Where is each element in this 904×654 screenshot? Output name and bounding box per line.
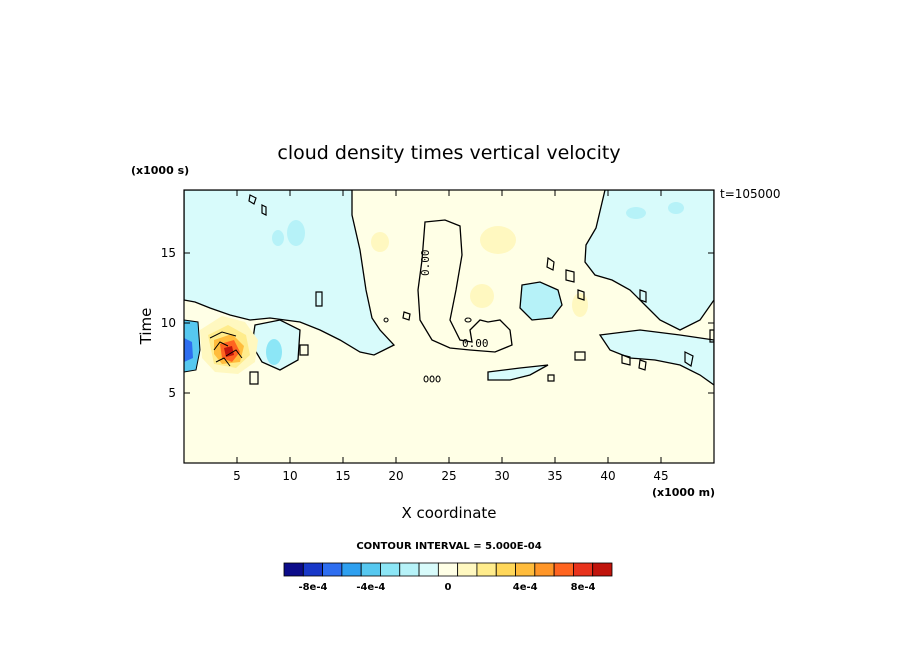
y-axis: 5 10 15 (161, 246, 714, 400)
colorbar-swatch (322, 562, 343, 577)
colorbar-swatch (399, 562, 420, 577)
negative-region-middle (519, 281, 563, 321)
colorbar-swatch (418, 562, 439, 577)
x-tick-label: 40 (600, 469, 615, 483)
faint-patch-2 (272, 230, 284, 246)
colorbar: -8e-4 -4e-4 0 4e-4 8e-4 (283, 562, 613, 593)
colorbar-label: -4e-4 (356, 582, 385, 593)
colorbar-label: 4e-4 (513, 582, 538, 593)
x-axis-label: X coordinate (401, 504, 496, 522)
colorbar-swatch (283, 562, 304, 577)
x-unit-label: (x1000 m) (652, 486, 715, 499)
x-tick-label: 30 (494, 469, 509, 483)
y-unit-label: (x1000 s) (131, 164, 189, 177)
colorbar-swatch (592, 562, 613, 577)
updraft-contours (209, 331, 243, 367)
zero-contour-center (417, 219, 513, 353)
faint-patch-5 (266, 339, 282, 365)
faint-yellow-4 (572, 293, 588, 317)
y-tick-label: 10 (161, 316, 176, 330)
x-tick-label: 25 (441, 469, 456, 483)
colorbar-swatch (476, 562, 497, 577)
colorbar-label: -8e-4 (298, 582, 327, 593)
colorbar-swatch (534, 562, 555, 577)
contour-interval-text: CONTOUR INTERVAL = 5.000E-04 (356, 541, 541, 552)
faint-patch-3 (626, 207, 646, 219)
colorbar-swatch (495, 562, 516, 577)
faint-yellow-2 (480, 226, 516, 254)
negative-region-strip (487, 364, 549, 381)
colorbar-swatch (341, 562, 362, 577)
colorbar-label: 8e-4 (571, 582, 596, 593)
x-tick-label: 10 (282, 469, 297, 483)
colorbar-swatch (573, 562, 594, 577)
small-contours (248, 194, 714, 385)
x-axis: 5 10 15 20 25 30 35 40 45 (233, 190, 669, 483)
time-stamp: t=105000 (720, 187, 781, 201)
chart-title: cloud density times vertical velocity (277, 142, 620, 164)
y-tick-label: 15 (161, 246, 176, 260)
contour-label-1: 0.00 (419, 250, 432, 277)
colorbar-swatch (515, 562, 536, 577)
x-tick-label: 45 (653, 469, 668, 483)
negative-core-left-edge (184, 338, 193, 362)
y-axis-label: Time (137, 308, 155, 346)
y-tick-label: 5 (168, 386, 176, 400)
plot-area (184, 190, 714, 463)
x-tick-label: 5 (233, 469, 241, 483)
faint-yellow-1 (371, 232, 389, 252)
colorbar-swatch (380, 562, 401, 577)
x-tick-label: 15 (335, 469, 350, 483)
x-tick-label: 35 (547, 469, 562, 483)
negative-region-right (584, 190, 714, 331)
contour-label-2: 0.00 (462, 337, 489, 350)
colorbar-swatch (457, 562, 478, 577)
updraft-peak (224, 346, 234, 357)
negative-region-left (184, 190, 396, 356)
colorbar-swatch (437, 562, 459, 577)
tiny-contours (383, 317, 472, 383)
colorbar-swatch (302, 562, 323, 577)
faint-patch-1 (287, 220, 305, 246)
colorbar-swatch (553, 562, 574, 577)
colorbar-swatch (360, 562, 381, 577)
x-tick-label: 20 (388, 469, 403, 483)
faint-yellow-3 (470, 284, 494, 308)
faint-patch-4 (668, 202, 684, 214)
colorbar-label: 0 (445, 582, 452, 593)
